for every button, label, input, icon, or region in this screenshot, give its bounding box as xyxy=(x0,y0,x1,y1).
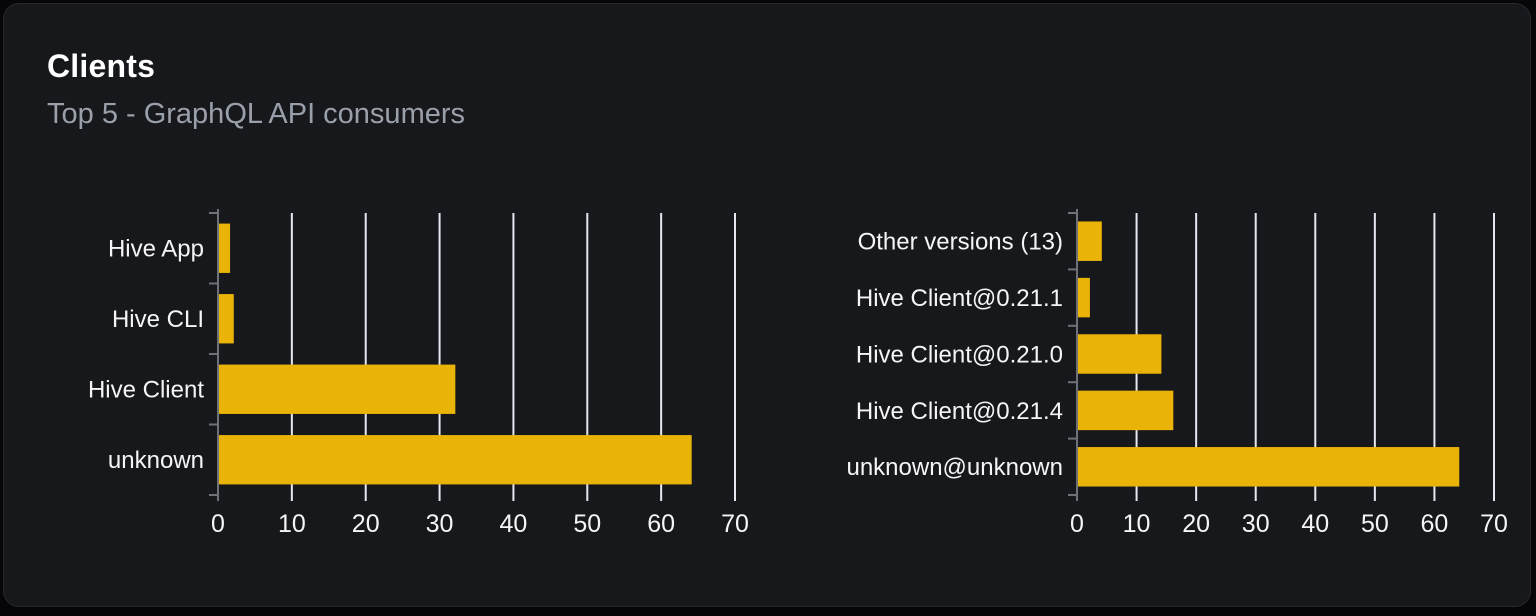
bar-hive-client-0-21-0[interactable] xyxy=(1078,334,1162,374)
category-label-unknown-unknown: unknown@unknown xyxy=(846,454,1063,481)
category-label-hive-client-0-21-0: Hive Client@0.21.0 xyxy=(856,341,1063,368)
x-tick-label-10: 10 xyxy=(278,510,306,538)
category-label-hive-client: Hive Client xyxy=(88,377,204,404)
chart-clients: 0 10 20 30 40 50 60 70 Hive App Hive CLI Hive Clie… xyxy=(88,209,749,538)
category-label-unknown: unknown xyxy=(108,447,204,474)
bar-hive-app[interactable] xyxy=(219,223,231,273)
clients-bar-charts: 0 10 20 30 40 50 60 70 Hive App Hive CLI Hive Clie… xyxy=(88,209,1508,538)
card-subtitle: Top 5 - GraphQL API consumers xyxy=(47,98,466,130)
bar-unknown[interactable] xyxy=(219,435,692,485)
x-tick-label-0: 0 xyxy=(211,510,225,538)
category-label-hive-app: Hive App xyxy=(108,236,204,263)
x-tick-label-70: 70 xyxy=(721,510,749,538)
bar-hive-client-0-21-4[interactable] xyxy=(1078,390,1174,431)
bar-unknown-unknown[interactable] xyxy=(1078,447,1460,487)
bar-hive-client[interactable] xyxy=(219,364,456,414)
category-label-hive-client-0-21-1: Hive Client@0.21.1 xyxy=(856,285,1063,312)
clients-card: Clients Top 5 - GraphQL API consumers 0 1… xyxy=(3,3,1531,607)
x-tick-label-30: 30 xyxy=(426,510,454,538)
x-tick-label-40: 40 xyxy=(1301,510,1329,538)
card-title: Clients xyxy=(47,48,156,84)
x-tick-label-20: 20 xyxy=(1182,510,1210,538)
category-label-other-versions-13: Other versions (13) xyxy=(858,229,1063,256)
x-tick-label-60: 60 xyxy=(1421,510,1449,538)
bar-hive-cli[interactable] xyxy=(219,294,234,344)
x-tick-label-50: 50 xyxy=(1361,510,1389,538)
x-tick-label-10: 10 xyxy=(1123,510,1151,538)
x-tick-label-30: 30 xyxy=(1242,510,1270,538)
x-tick-label-40: 40 xyxy=(500,510,528,538)
x-tick-label-0: 0 xyxy=(1070,510,1084,538)
bar-hive-client-0-21-1[interactable] xyxy=(1078,277,1090,318)
x-tick-label-60: 60 xyxy=(647,510,675,538)
chart-client-versions: 0 10 20 30 40 50 60 70 Other versions (13) Hive C… xyxy=(846,209,1508,538)
x-tick-label-70: 70 xyxy=(1480,510,1508,538)
x-tick-label-20: 20 xyxy=(352,510,380,538)
category-label-hive-client-0-21-4: Hive Client@0.21.4 xyxy=(856,398,1063,425)
category-label-hive-cli: Hive CLI xyxy=(112,306,204,333)
x-tick-label-50: 50 xyxy=(573,510,601,538)
bar-other-versions-13[interactable] xyxy=(1078,221,1102,261)
